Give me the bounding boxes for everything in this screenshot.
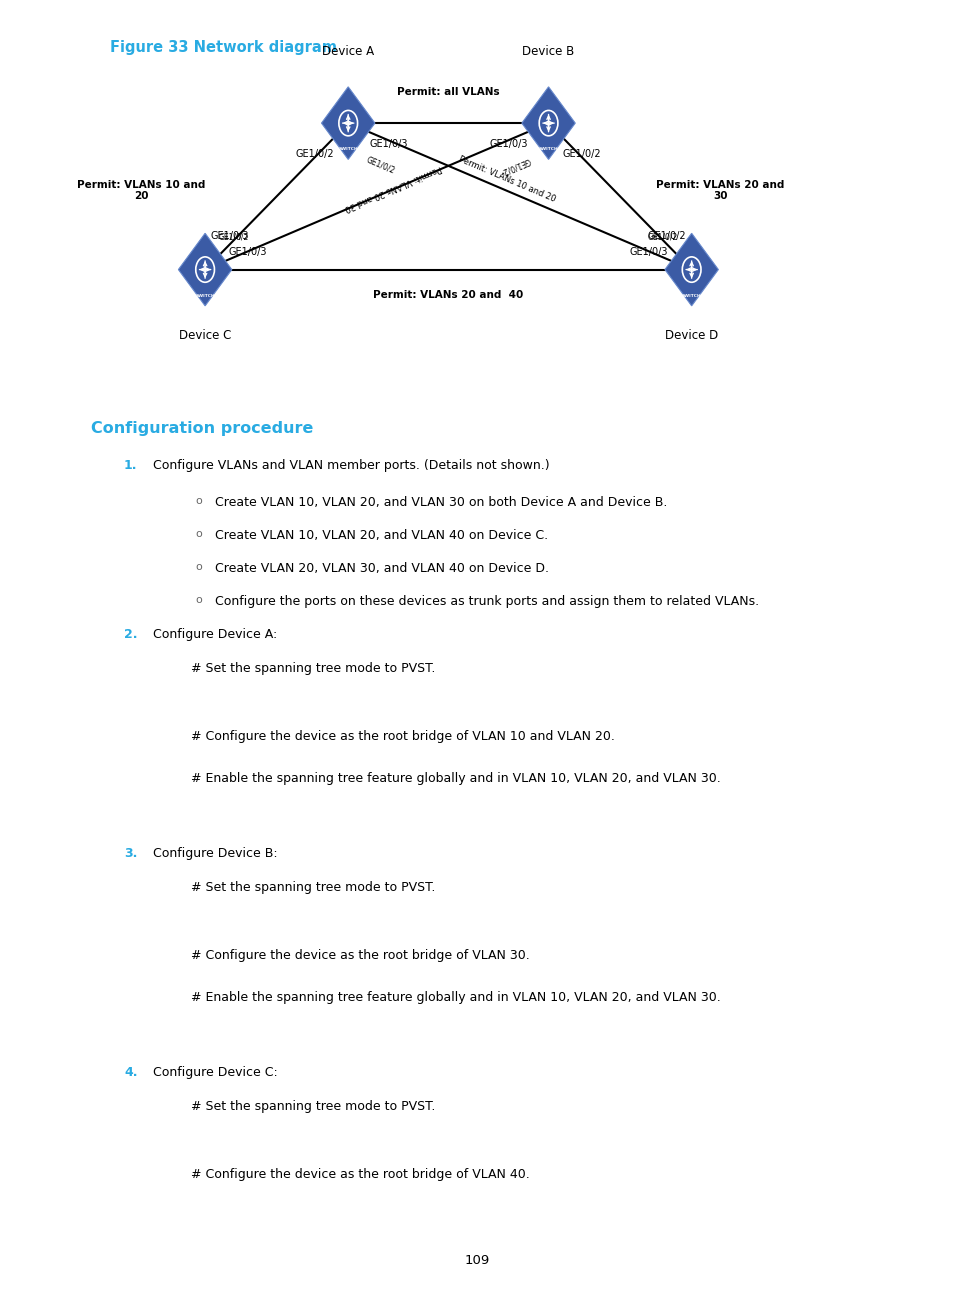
Text: 2.: 2. [124,627,137,642]
Text: 109: 109 [464,1255,489,1267]
Text: 4.: 4. [124,1065,137,1080]
Polygon shape [321,87,375,159]
Text: GE1/0/2: GE1/0/2 [562,149,600,159]
Text: GE1/0/2: GE1/0/2 [295,149,334,159]
Text: GE1/0/3: GE1/0/3 [229,246,267,257]
Text: Device A: Device A [322,45,374,58]
Text: Permit: VLANs 10 and 20: Permit: VLANs 10 and 20 [457,154,557,203]
Text: 1.: 1. [124,459,137,472]
Text: o: o [195,529,202,539]
Text: GE1/0/2: GE1/0/2 [647,231,685,241]
Text: o: o [195,595,202,605]
Text: Permit: VLANs 20 and 30: Permit: VLANs 20 and 30 [343,163,442,213]
Text: SWITCH: SWITCH [681,294,700,298]
Text: Configure VLANs and VLAN member ports. (Details not shown.): Configure VLANs and VLAN member ports. (… [152,459,549,472]
Text: 3.: 3. [124,846,137,861]
Text: o: o [195,561,202,572]
Text: GE1/0/2: GE1/0/2 [365,156,396,176]
Text: Device B: Device B [522,45,574,58]
Text: Create VLAN 10, VLAN 20, and VLAN 30 on both Device A and Device B.: Create VLAN 10, VLAN 20, and VLAN 30 on … [214,495,666,509]
Polygon shape [178,233,232,306]
Polygon shape [521,87,575,159]
Text: Configure the ports on these devices as trunk ports and assign them to related V: Configure the ports on these devices as … [214,595,758,608]
Text: GE1/0/3: GE1/0/3 [369,139,407,149]
Text: Configuration procedure: Configuration procedure [91,421,313,437]
Text: # Enable the spanning tree feature globally and in VLAN 10, VLAN 20, and VLAN 30: # Enable the spanning tree feature globa… [191,771,720,785]
Text: GE1/0/2: GE1/0/2 [218,232,249,241]
Text: # Enable the spanning tree feature globally and in VLAN 10, VLAN 20, and VLAN 30: # Enable the spanning tree feature globa… [191,990,720,1004]
Text: # Configure the device as the root bridge of VLAN 40.: # Configure the device as the root bridg… [191,1168,529,1181]
Text: Create VLAN 20, VLAN 30, and VLAN 40 on Device D.: Create VLAN 20, VLAN 30, and VLAN 40 on … [214,561,548,575]
Text: GE1/0/2: GE1/0/2 [647,232,678,241]
Text: Permit: VLANs 10 and
20: Permit: VLANs 10 and 20 [77,180,205,201]
Text: GE1/0/3: GE1/0/3 [211,231,249,241]
Text: Configure Device C:: Configure Device C: [152,1065,277,1080]
Text: # Set the spanning tree mode to PVST.: # Set the spanning tree mode to PVST. [191,1100,435,1113]
Text: GE1/0/3: GE1/0/3 [629,246,667,257]
Text: GE1/0/3: GE1/0/3 [489,139,527,149]
Text: Device C: Device C [179,329,231,342]
Text: Device D: Device D [664,329,718,342]
Text: Permit: VLANs 20 and
30: Permit: VLANs 20 and 30 [656,180,783,201]
Text: SWITCH: SWITCH [338,148,357,152]
Text: o: o [195,495,202,505]
Text: Configure Device B:: Configure Device B: [152,846,277,861]
Text: Permit: all VLANs: Permit: all VLANs [396,87,499,97]
Text: Figure 33 Network diagram: Figure 33 Network diagram [110,40,336,56]
Text: # Configure the device as the root bridge of VLAN 10 and VLAN 20.: # Configure the device as the root bridg… [191,730,614,743]
Text: # Set the spanning tree mode to PVST.: # Set the spanning tree mode to PVST. [191,662,435,675]
Text: Permit: VLANs 20 and  40: Permit: VLANs 20 and 40 [373,290,523,301]
Text: # Configure the device as the root bridge of VLAN 30.: # Configure the device as the root bridg… [191,949,529,962]
Text: SWITCH: SWITCH [538,148,558,152]
Text: GE1/0/2: GE1/0/2 [499,156,531,176]
Text: Configure Device A:: Configure Device A: [152,627,276,642]
Text: SWITCH: SWITCH [195,294,214,298]
Text: # Set the spanning tree mode to PVST.: # Set the spanning tree mode to PVST. [191,881,435,894]
Polygon shape [664,233,718,306]
Text: Create VLAN 10, VLAN 20, and VLAN 40 on Device C.: Create VLAN 10, VLAN 20, and VLAN 40 on … [214,529,547,542]
